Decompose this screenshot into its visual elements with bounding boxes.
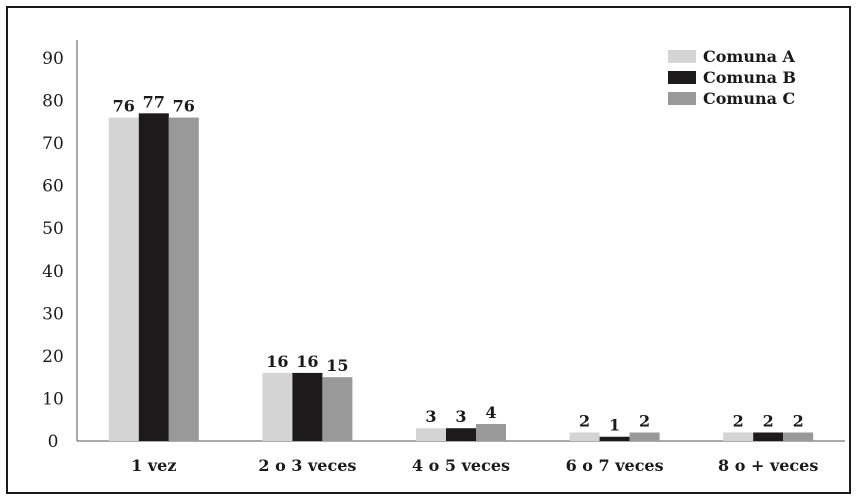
y-tick-label: 0	[48, 432, 59, 452]
bar-comuna-b	[446, 428, 476, 441]
x-category-label: 4 o 5 veces	[412, 456, 510, 475]
y-tick-label: 40	[42, 262, 64, 282]
bar-comuna-a	[569, 432, 600, 441]
y-tick-label: 10	[42, 389, 64, 409]
y-tick-label: 60	[42, 177, 64, 197]
bar-comuna-b	[599, 436, 630, 441]
bar-comuna-a	[262, 372, 293, 441]
bar-comuna-a	[108, 117, 139, 442]
y-tick-label: 90	[42, 49, 64, 69]
y-tick-label: 80	[42, 92, 64, 112]
data-label: 3	[455, 407, 466, 426]
data-label: 2	[639, 411, 650, 430]
bar-comuna-a	[723, 432, 754, 441]
legend-swatch	[668, 50, 696, 63]
data-label: 2	[579, 411, 590, 430]
data-label: 16	[266, 352, 288, 371]
bar-comuna-b	[138, 113, 169, 442]
data-label: 77	[143, 92, 165, 111]
bar-comuna-b	[292, 372, 323, 441]
data-label: 15	[326, 356, 348, 375]
x-category-label: 8 o + veces	[718, 456, 818, 475]
y-tick-label: 70	[42, 134, 64, 154]
x-category-label: 2 o 3 veces	[258, 456, 356, 475]
bar-marks	[108, 113, 814, 442]
data-label: 16	[296, 352, 318, 371]
data-label: 2	[733, 411, 744, 430]
data-label: 4	[485, 403, 496, 422]
bar-comuna-c	[168, 117, 199, 442]
data-label: 3	[425, 407, 436, 426]
data-label: 76	[113, 97, 135, 116]
data-label: 2	[763, 411, 774, 430]
data-label: 2	[793, 411, 804, 430]
bar-comuna-c	[783, 432, 814, 441]
category-labels: 1 vez 2 o 3 veces 4 o 5 veces 6 o 7 veces 8 …	[131, 456, 818, 475]
data-label: 76	[173, 97, 195, 116]
y-tick-labels: 0 10 20 30 40 50 60 70 80 90	[42, 49, 64, 452]
legend-swatch	[668, 92, 696, 105]
data-label: 1	[609, 416, 620, 435]
bar-comuna-c	[322, 377, 353, 441]
bar-comuna-c	[476, 423, 506, 441]
y-tick-label: 50	[42, 219, 64, 239]
y-tick-label: 20	[42, 347, 64, 367]
bar-comuna-c	[629, 432, 660, 441]
bar-comuna-a	[416, 428, 446, 441]
legend-label: Comuna C	[703, 89, 795, 108]
legend-swatch	[668, 71, 696, 84]
legend-label: Comuna A	[703, 47, 796, 66]
x-category-label: 1 vez	[131, 456, 176, 475]
x-category-label: 6 o 7 veces	[566, 456, 664, 475]
legend-label: Comuna B	[703, 68, 796, 87]
legend: Comuna A Comuna B Comuna C	[668, 47, 796, 108]
y-tick-label: 30	[42, 304, 64, 324]
bar-comuna-b	[753, 432, 784, 441]
